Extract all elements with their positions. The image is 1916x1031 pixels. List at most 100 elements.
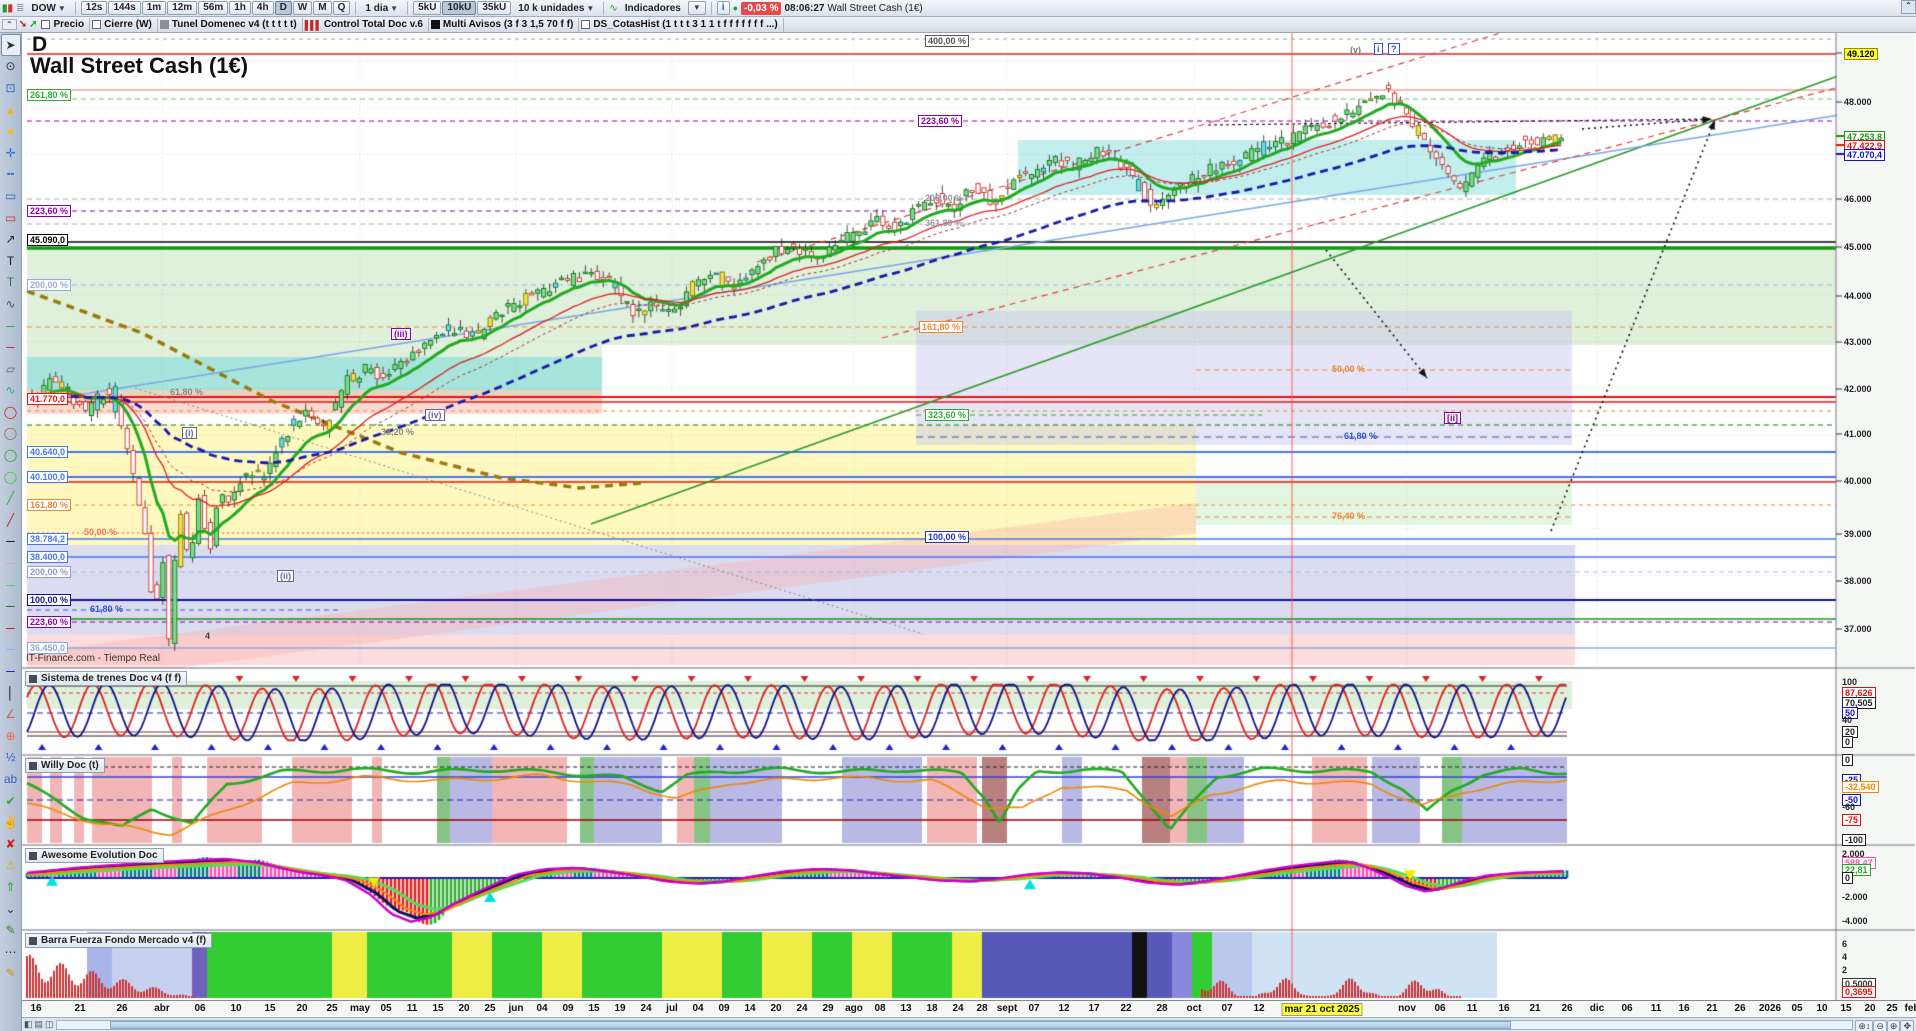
zoom-tool[interactable]: ⊙ bbox=[5, 59, 16, 74]
timeframe-button-56m[interactable]: 56m bbox=[198, 1, 229, 15]
letters-tool[interactable]: ab bbox=[3, 771, 18, 786]
bars-icon: ▌▌▌ bbox=[304, 19, 322, 30]
note-tool[interactable]: ✎ bbox=[5, 923, 16, 938]
pointer-tool[interactable]: ➤ bbox=[0, 34, 21, 56]
panel-awesome-header[interactable]: Awesome Evolution Doc bbox=[25, 848, 164, 863]
unit-button-5kU[interactable]: 5kU bbox=[413, 1, 442, 15]
segment-tool[interactable]: ╍ bbox=[6, 167, 15, 182]
rectangle-blue-tool[interactable]: ▭ bbox=[4, 188, 17, 203]
timeframe-button-1m[interactable]: 1m bbox=[141, 1, 167, 15]
add-indicator-button[interactable]: ➚ bbox=[29, 19, 38, 30]
fib-label: 200,00 % bbox=[925, 193, 964, 203]
hline-darkgreen-tool[interactable]: ─ bbox=[6, 599, 15, 614]
indicator-toggle-2[interactable]: Tunel Domenec v4 (t t t t t) bbox=[158, 17, 303, 32]
timeframe-button-12s[interactable]: 12s bbox=[80, 1, 108, 15]
time-tick-label: 21 bbox=[1706, 1003, 1718, 1014]
ellipse-red-tool[interactable]: ◯ bbox=[3, 404, 18, 419]
arrow-tool[interactable]: ↗ bbox=[5, 232, 16, 247]
alarm-tool[interactable]: ● bbox=[6, 124, 15, 139]
indicator-toggle-0[interactable]: Precio bbox=[39, 17, 91, 32]
zoom-control-0[interactable]: ⊕↕ bbox=[1855, 1019, 1874, 1031]
scrollbar-track[interactable] bbox=[55, 1019, 1854, 1030]
period-selector[interactable]: 1 dia ▼ bbox=[365, 2, 399, 14]
zoom-control-2[interactable]: ⊕ bbox=[1886, 1019, 1901, 1031]
thumbs-up-tool[interactable]: ✌ bbox=[3, 815, 18, 830]
vline-tool[interactable]: │ bbox=[6, 685, 15, 700]
timeframe-button-1h[interactable]: 1h bbox=[229, 1, 251, 15]
indicator-toggle-3[interactable]: ▌▌▌ Control Total Doc v.6 bbox=[303, 17, 429, 32]
alarm-pointer-tool[interactable]: ▲ bbox=[4, 102, 17, 117]
zoom-control-3[interactable]: ✥ bbox=[1900, 1019, 1914, 1031]
zoom-control-1[interactable]: ⊖ bbox=[1873, 1019, 1887, 1031]
hline-green-tool[interactable]: ─ bbox=[6, 318, 15, 333]
timeframe-button-M[interactable]: M bbox=[313, 1, 332, 15]
chart-mode-icon[interactable]: ◧ bbox=[24, 1019, 33, 1029]
numbers-tool[interactable]: ½ bbox=[5, 750, 16, 765]
grid-icon[interactable]: ▤ bbox=[34, 1019, 44, 1029]
hline-navy-tool[interactable]: ─ bbox=[6, 664, 15, 679]
zoom-area-tool[interactable]: ⊡ bbox=[5, 80, 16, 95]
hline-red2-tool[interactable]: ─ bbox=[6, 620, 15, 635]
panel-axis-label: 0,3695 bbox=[1842, 986, 1876, 998]
ellipse-brown-tool[interactable]: ◯ bbox=[3, 426, 18, 441]
trendline-green-tool[interactable]: ╱ bbox=[6, 491, 15, 506]
remove-indicator-button[interactable]: ➘ bbox=[18, 19, 28, 30]
time-tick-label: 20 bbox=[296, 1003, 308, 1014]
unit-button-10kU[interactable]: 10kU bbox=[442, 1, 477, 15]
trendline-red-tool[interactable]: ╱ bbox=[6, 512, 15, 527]
time-axis[interactable]: 16 21 26 abr 06 10 15 20 25 may 05 11 15 20 25 jun 04 09 1… bbox=[22, 1000, 1916, 1016]
text-tool[interactable]: T bbox=[6, 253, 15, 268]
info-icon[interactable]: i bbox=[716, 1, 730, 15]
angle-tool[interactable]: ∠ bbox=[5, 707, 16, 722]
ruler-tool[interactable]: ▱ bbox=[5, 361, 16, 376]
scrollbar-thumb[interactable] bbox=[110, 1020, 1512, 1029]
price-level-label: 36.450,0 bbox=[27, 642, 69, 654]
more-tools[interactable]: ⋯ bbox=[4, 944, 17, 959]
wave-tool[interactable]: ∿ bbox=[5, 383, 16, 398]
indicator-toggle-5[interactable]: DS_CotasHist (1 t t t 3 1 1 t f f f f f … bbox=[579, 17, 784, 32]
scroll-up-button[interactable]: ⌃ bbox=[1901, 0, 1916, 14]
timeframe-button-Q[interactable]: Q bbox=[332, 1, 351, 15]
timeframe-button-4h[interactable]: 4h bbox=[251, 1, 274, 15]
collapse-chevron[interactable]: ⌄ bbox=[5, 901, 16, 916]
indicator-swatch-icon bbox=[29, 936, 37, 945]
collapse-button[interactable]: ⌃ bbox=[2, 19, 17, 30]
panel-axis-label: 2 bbox=[1842, 965, 1848, 975]
indicators-caret[interactable]: ▼ bbox=[687, 1, 706, 15]
indicator-toggle-4[interactable]: Multi Avisos (3 f 3 1,5 70 f f) bbox=[429, 17, 580, 32]
symbol-selector[interactable]: DOW ▼ bbox=[31, 2, 66, 14]
hline-lightblue-tool[interactable]: ─ bbox=[6, 642, 15, 657]
draw-pencil-tool[interactable]: ✎ bbox=[5, 966, 16, 981]
panel-barra-fuerza-header[interactable]: Barra Fuerza Fondo Mercado v4 (f) bbox=[25, 933, 213, 948]
timeframe-button-12m[interactable]: 12m bbox=[167, 1, 198, 15]
polyline-tool[interactable]: ∿ bbox=[5, 296, 16, 311]
rectangle-red-tool[interactable]: ▭ bbox=[4, 210, 17, 225]
warning-tool[interactable]: ⚠ bbox=[5, 858, 16, 873]
timeframe-button-W[interactable]: W bbox=[292, 1, 313, 15]
point-line-tool[interactable]: ✛ bbox=[5, 145, 16, 160]
text-bubble-tool[interactable]: T bbox=[6, 275, 15, 290]
check-tool[interactable]: ✔ bbox=[5, 793, 16, 808]
hline-red-tool[interactable]: ─ bbox=[6, 340, 15, 355]
timeframe-button-D[interactable]: D bbox=[274, 1, 292, 15]
chart-area[interactable]: D Wall Street Cash (1€) IT-Finance.com -… bbox=[22, 33, 1916, 1031]
hline-lightgreen-tool[interactable]: ─ bbox=[6, 577, 15, 592]
panel-sistema-trenes-header[interactable]: Sistema de trenes Doc v4 (f f) bbox=[25, 671, 188, 686]
time-tick-label: 24 bbox=[952, 1003, 964, 1014]
indicators-menu[interactable]: Indicadores bbox=[624, 2, 681, 14]
hline-black-tool[interactable]: ─ bbox=[6, 534, 15, 549]
panel-willy-header[interactable]: Willy Doc (t) bbox=[25, 758, 105, 773]
ellipse-green-tool[interactable]: ◯ bbox=[3, 448, 18, 463]
timeframe-button-144s[interactable]: 144s bbox=[108, 1, 141, 15]
ellipse-green2-tool[interactable]: ◯ bbox=[3, 469, 18, 484]
time-tick-label: abr bbox=[154, 1003, 170, 1014]
indicator-toggle-1[interactable]: Cierre (W) bbox=[90, 17, 158, 32]
circle-plus-tool[interactable]: ⊕ bbox=[5, 728, 16, 743]
bottom-scrollbar[interactable]: ◧ ▤ ◫ ⊕↕ ⊖ ⊕ ✥ bbox=[22, 1017, 1916, 1031]
layout-icon[interactable]: ◫ bbox=[45, 1019, 54, 1029]
hline-pink-tool[interactable]: ─ bbox=[6, 556, 15, 571]
arrow-up-green-tool[interactable]: ⇑ bbox=[5, 879, 16, 894]
x-mark-tool[interactable]: ✘ bbox=[5, 836, 16, 851]
units-selector[interactable]: 10 k unidades ▼ bbox=[518, 2, 595, 14]
unit-button-35kU[interactable]: 35kU bbox=[477, 1, 512, 15]
